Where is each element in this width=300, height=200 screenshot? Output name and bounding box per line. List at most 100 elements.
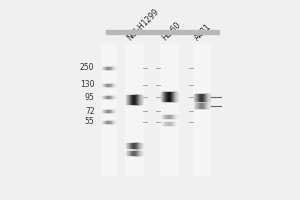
Bar xyxy=(102,84,103,86)
Bar xyxy=(162,122,163,125)
Bar xyxy=(109,121,110,123)
Bar xyxy=(168,115,169,118)
Bar xyxy=(112,121,113,123)
Bar xyxy=(111,67,112,69)
Bar xyxy=(103,110,104,112)
Bar xyxy=(114,84,115,86)
Bar xyxy=(131,143,132,148)
Bar xyxy=(196,103,197,108)
Bar xyxy=(135,95,136,104)
Bar xyxy=(130,143,131,148)
Bar xyxy=(104,84,105,86)
Bar xyxy=(162,92,163,101)
Bar xyxy=(110,84,111,86)
Bar xyxy=(111,110,112,112)
Bar xyxy=(127,151,128,155)
Bar xyxy=(111,67,112,69)
Bar xyxy=(133,143,134,148)
Bar xyxy=(173,122,174,125)
Bar xyxy=(138,151,139,155)
Bar xyxy=(197,94,198,101)
Bar xyxy=(208,94,209,101)
Bar xyxy=(141,151,142,155)
Bar xyxy=(171,122,172,125)
Bar xyxy=(197,103,198,108)
Bar xyxy=(208,103,209,108)
Bar xyxy=(115,67,116,69)
Bar xyxy=(129,95,130,104)
Bar xyxy=(113,121,114,123)
Bar xyxy=(102,121,103,123)
Bar xyxy=(205,94,206,101)
Bar xyxy=(132,143,133,148)
Bar xyxy=(167,92,168,101)
Bar xyxy=(108,96,109,98)
Bar xyxy=(114,110,115,112)
Bar xyxy=(174,115,175,118)
Bar xyxy=(170,122,171,125)
Bar xyxy=(106,96,107,98)
Bar xyxy=(114,121,115,123)
Bar xyxy=(111,84,112,86)
Bar xyxy=(104,96,105,98)
Bar xyxy=(164,122,165,125)
Bar xyxy=(197,103,198,108)
Bar xyxy=(114,96,115,98)
Bar xyxy=(176,122,177,125)
Bar xyxy=(162,115,163,118)
Bar xyxy=(107,121,108,123)
Bar xyxy=(128,95,129,104)
Bar xyxy=(171,115,172,118)
Bar xyxy=(111,96,112,98)
Bar xyxy=(135,143,136,148)
Bar xyxy=(166,122,167,125)
Bar xyxy=(173,92,174,101)
Bar xyxy=(207,94,208,101)
Bar xyxy=(196,94,197,101)
Bar xyxy=(127,95,128,104)
Bar xyxy=(112,67,113,69)
Text: 250: 250 xyxy=(80,63,94,72)
Bar xyxy=(161,115,162,118)
Bar xyxy=(141,143,142,148)
Bar xyxy=(136,143,137,148)
Bar xyxy=(128,151,129,155)
Bar xyxy=(140,143,141,148)
Bar xyxy=(202,103,203,108)
Bar xyxy=(163,92,164,101)
Bar xyxy=(112,84,113,86)
Bar xyxy=(102,96,103,98)
Bar xyxy=(169,122,170,125)
Bar xyxy=(128,151,129,155)
Bar xyxy=(129,143,130,148)
Bar xyxy=(140,143,141,148)
Bar xyxy=(194,94,195,101)
Bar xyxy=(108,67,109,69)
Bar xyxy=(205,94,206,101)
Bar xyxy=(170,92,171,101)
Bar xyxy=(168,92,169,101)
Bar xyxy=(199,94,200,101)
Bar xyxy=(206,94,207,101)
Bar xyxy=(109,84,110,86)
Bar xyxy=(140,95,141,104)
Bar xyxy=(162,122,163,125)
Bar xyxy=(114,67,115,69)
Bar xyxy=(202,94,203,101)
Bar xyxy=(126,95,127,104)
Bar xyxy=(163,115,164,118)
Bar xyxy=(134,95,135,104)
Bar xyxy=(172,92,173,101)
Bar xyxy=(130,143,131,148)
Bar xyxy=(110,96,111,98)
Bar xyxy=(137,143,138,148)
Bar xyxy=(206,94,207,101)
Bar xyxy=(103,67,104,69)
Bar xyxy=(165,92,166,101)
Bar xyxy=(132,151,133,155)
Bar xyxy=(138,143,139,148)
Bar xyxy=(105,96,106,98)
Bar xyxy=(172,122,173,125)
Bar xyxy=(112,96,113,98)
Bar xyxy=(139,143,140,148)
